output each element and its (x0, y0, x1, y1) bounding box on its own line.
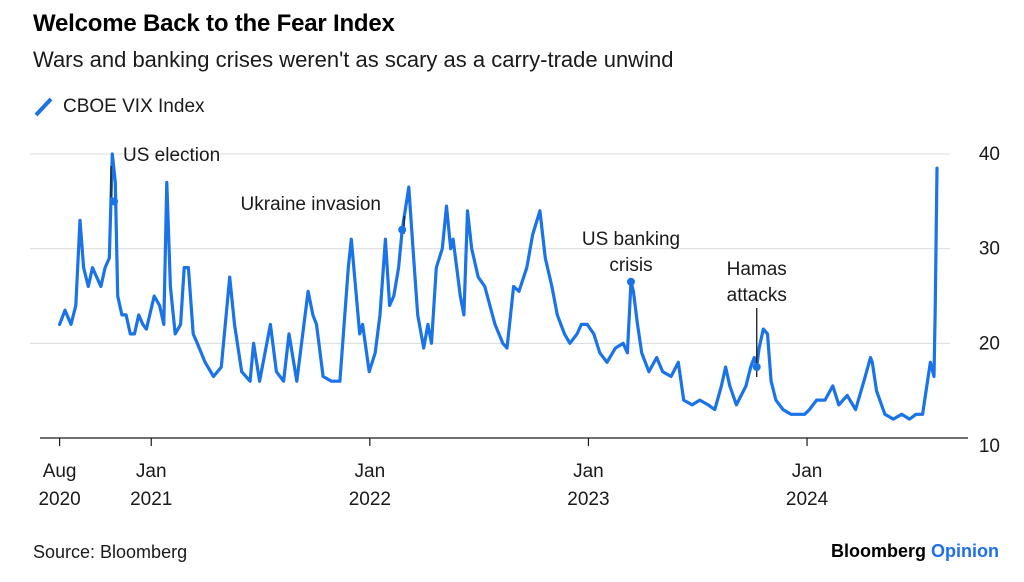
brand-logo: Bloomberg Opinion (831, 541, 999, 562)
annotation-marker-0 (110, 197, 118, 206)
brand-suffix: Opinion (931, 541, 999, 561)
vix-series-line (58, 152, 939, 421)
x-tick-label-year-3: 2023 (567, 489, 609, 510)
legend: CBOE VIX Index (33, 96, 205, 118)
chart-subtitle: Wars and banking crises weren't as scary… (33, 47, 674, 72)
x-tick-label-year-2: 2022 (349, 489, 391, 510)
legend-label: CBOE VIX Index (63, 96, 205, 117)
annotation-label-0-0: US election (123, 145, 220, 166)
annotation-label-1-0: Ukraine invasion (241, 194, 381, 215)
x-tick-label-month-1: Jan (136, 461, 167, 482)
y-tick-label-10: 10 (979, 436, 1000, 457)
source-note: Source: Bloomberg (33, 542, 188, 562)
x-tick-label-month-4: Jan (792, 461, 823, 482)
y-tick-label-40: 40 (979, 144, 1000, 165)
annotation-marker-1 (398, 225, 407, 234)
annotation-label-2-1: crisis (609, 255, 652, 276)
y-tick-label-30: 30 (979, 239, 1000, 260)
annotation-marker-2 (626, 277, 635, 286)
chart-title: Welcome Back to the Fear Index (33, 10, 395, 37)
x-tick-label-month-2: Jan (355, 461, 386, 482)
y-tick-label-20: 20 (979, 333, 1000, 354)
annotation-marker-3 (752, 363, 761, 371)
annotation-label-3-1: attacks (727, 285, 787, 306)
annotation-label-2-0: US banking (582, 229, 680, 250)
annotation-label-3-0: Hamas (727, 259, 787, 280)
x-tick-label-year-4: 2024 (786, 489, 829, 510)
x-tick-label-year-1: 2021 (130, 489, 172, 510)
x-tick-label-year-0: 2020 (38, 489, 80, 510)
x-tick-label-month-3: Jan (573, 461, 604, 482)
x-tick-label-month-0: Aug (43, 461, 77, 482)
legend-swatch-icon (34, 97, 53, 117)
brand-name: Bloomberg (830, 541, 926, 561)
